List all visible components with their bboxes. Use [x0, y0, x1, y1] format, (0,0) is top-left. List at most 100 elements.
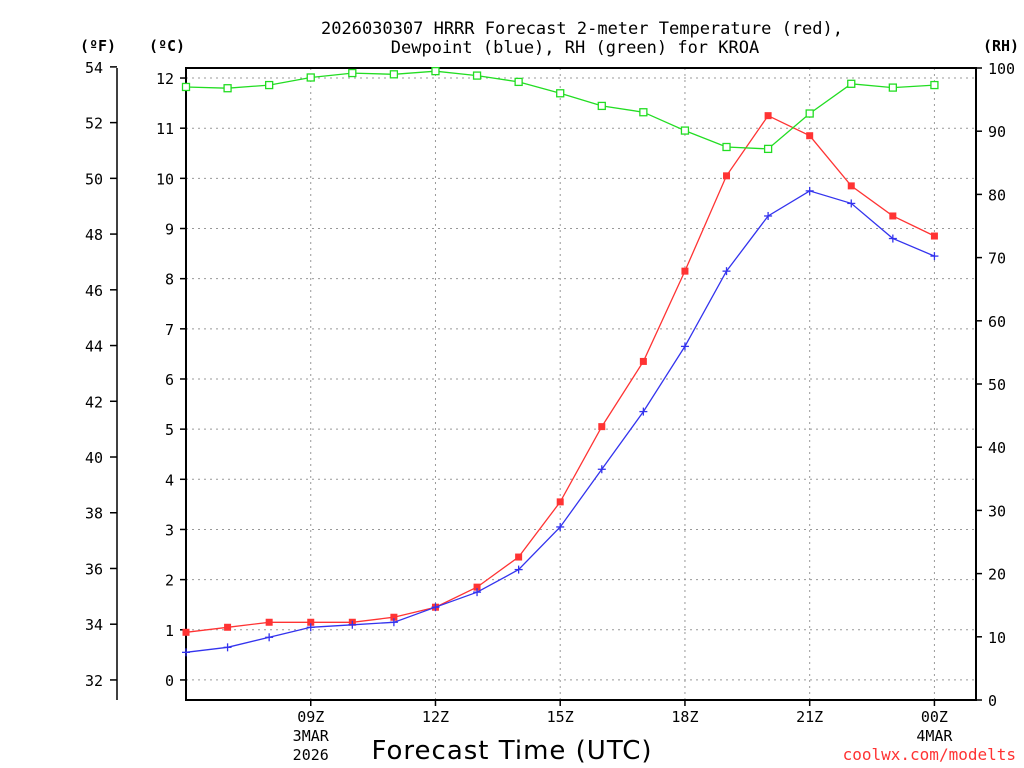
fahrenheit-unit-label: (ºF) [80, 37, 116, 55]
celsius-unit-label: (ºC) [149, 37, 185, 55]
dewpoint-point [764, 211, 773, 220]
temperature-point [847, 182, 855, 190]
rh-point [472, 71, 482, 80]
dewpoint-point [265, 633, 274, 642]
temperature-point [639, 357, 647, 365]
dewpoint-point [556, 522, 565, 531]
celsius-tick-label: 0 [165, 672, 174, 690]
rh-tick-label: 90 [988, 123, 1006, 141]
dewpoint-point [389, 618, 398, 627]
dewpoint-point [639, 407, 648, 416]
rh-point [763, 144, 773, 154]
temperature-point [473, 583, 481, 591]
dewpoint-point [306, 623, 315, 632]
fahrenheit-tick-label: 48 [85, 226, 103, 244]
rh-tick-label: 60 [988, 313, 1006, 331]
celsius-tick-label: 7 [165, 321, 174, 339]
x-tick-label: 15Z [547, 708, 574, 726]
fahrenheit-tick-label: 42 [85, 393, 103, 411]
rh-point [847, 79, 856, 88]
dewpoint-point [348, 620, 357, 629]
x-tick-label: 21Z [796, 708, 823, 726]
temperature-point [764, 112, 772, 120]
celsius-tick-label: 2 [165, 572, 174, 590]
temperature-point [307, 618, 315, 626]
temperature-point [556, 498, 564, 506]
rh-point [722, 142, 731, 152]
dewpoint-point [182, 648, 190, 657]
rh-tick-label: 100 [988, 60, 1015, 78]
rh-point [556, 89, 565, 98]
temperature-point [930, 232, 938, 240]
rh-tick-label: 0 [988, 692, 997, 710]
dewpoint-point [597, 465, 606, 474]
x-tick-date-label: 3MAR [293, 727, 330, 745]
x-tick-year-label: 2026 [293, 746, 329, 764]
rh-point [223, 84, 232, 93]
rh-point [181, 82, 191, 92]
rh-tick-label: 80 [988, 186, 1006, 204]
rh-tick-label: 20 [988, 566, 1006, 584]
fahrenheit-tick-label: 52 [85, 115, 103, 133]
dewpoint-point [223, 643, 232, 652]
temperature-point [806, 132, 814, 140]
temperature-point [265, 618, 273, 626]
rh-point [265, 80, 274, 90]
temperature-point [390, 613, 398, 621]
temperature-point [598, 423, 606, 431]
x-tick-date-label: 4MAR [916, 727, 953, 745]
rh-point [348, 68, 357, 78]
celsius-tick-label: 11 [156, 120, 174, 138]
fahrenheit-tick-label: 46 [85, 282, 103, 300]
x-tick-label: 09Z [297, 708, 324, 726]
fahrenheit-tick-label: 32 [85, 672, 103, 690]
fahrenheit-tick-label: 36 [85, 560, 103, 578]
dewpoint-point [805, 186, 814, 195]
celsius-tick-label: 4 [165, 471, 174, 489]
chart-title-line2: Dewpoint (blue), RH (green) for KROA [391, 38, 759, 58]
temperature-point [515, 553, 523, 561]
temperature-point [723, 172, 731, 180]
dewpoint-point [722, 267, 731, 276]
rh-tick-label: 70 [988, 250, 1006, 268]
rh-point [805, 109, 814, 118]
fahrenheit-tick-label: 44 [85, 338, 103, 356]
celsius-tick-label: 3 [165, 521, 174, 539]
rh-tick-label: 50 [988, 376, 1006, 394]
fahrenheit-tick-label: 50 [85, 170, 103, 188]
dewpoint-point [888, 234, 897, 243]
series [181, 67, 939, 657]
rh-point [680, 126, 690, 135]
temperature-point [889, 212, 897, 220]
celsius-tick-label: 8 [165, 271, 174, 289]
plot-frame [185, 67, 977, 701]
fahrenheit-tick-label: 34 [85, 616, 103, 634]
rh-point [597, 101, 606, 111]
fahrenheit-tick-label: 54 [85, 59, 103, 77]
dewpoint-point [930, 252, 939, 261]
rh-tick-label: 10 [988, 629, 1006, 647]
celsius-tick-label: 12 [156, 70, 174, 88]
celsius-tick-label: 5 [165, 421, 174, 439]
x-tick-label: 00Z [921, 708, 948, 726]
rh-tick-label: 30 [988, 502, 1006, 520]
celsius-tick-label: 9 [165, 221, 174, 239]
credit-link[interactable]: coolwx.com/modelts [843, 745, 1016, 764]
rh-point [389, 70, 399, 79]
temperature-point [224, 623, 232, 631]
grid [186, 68, 976, 700]
rh-point [306, 73, 315, 82]
rh-unit-label: (RH) [983, 37, 1019, 55]
axes: 3234363840424446485052540123456789101112… [85, 59, 1015, 764]
fahrenheit-tick-label: 40 [85, 449, 103, 467]
rh-point [639, 108, 648, 117]
x-axis-title: Forecast Time (UTC) [371, 736, 652, 766]
rh-point [930, 80, 939, 90]
dewpoint-point [514, 565, 523, 574]
rh-point [431, 67, 440, 76]
x-tick-label: 12Z [422, 708, 449, 726]
dewpoint-point [680, 342, 689, 351]
x-tick-label: 18Z [671, 708, 698, 726]
dewpoint-point [847, 199, 856, 208]
